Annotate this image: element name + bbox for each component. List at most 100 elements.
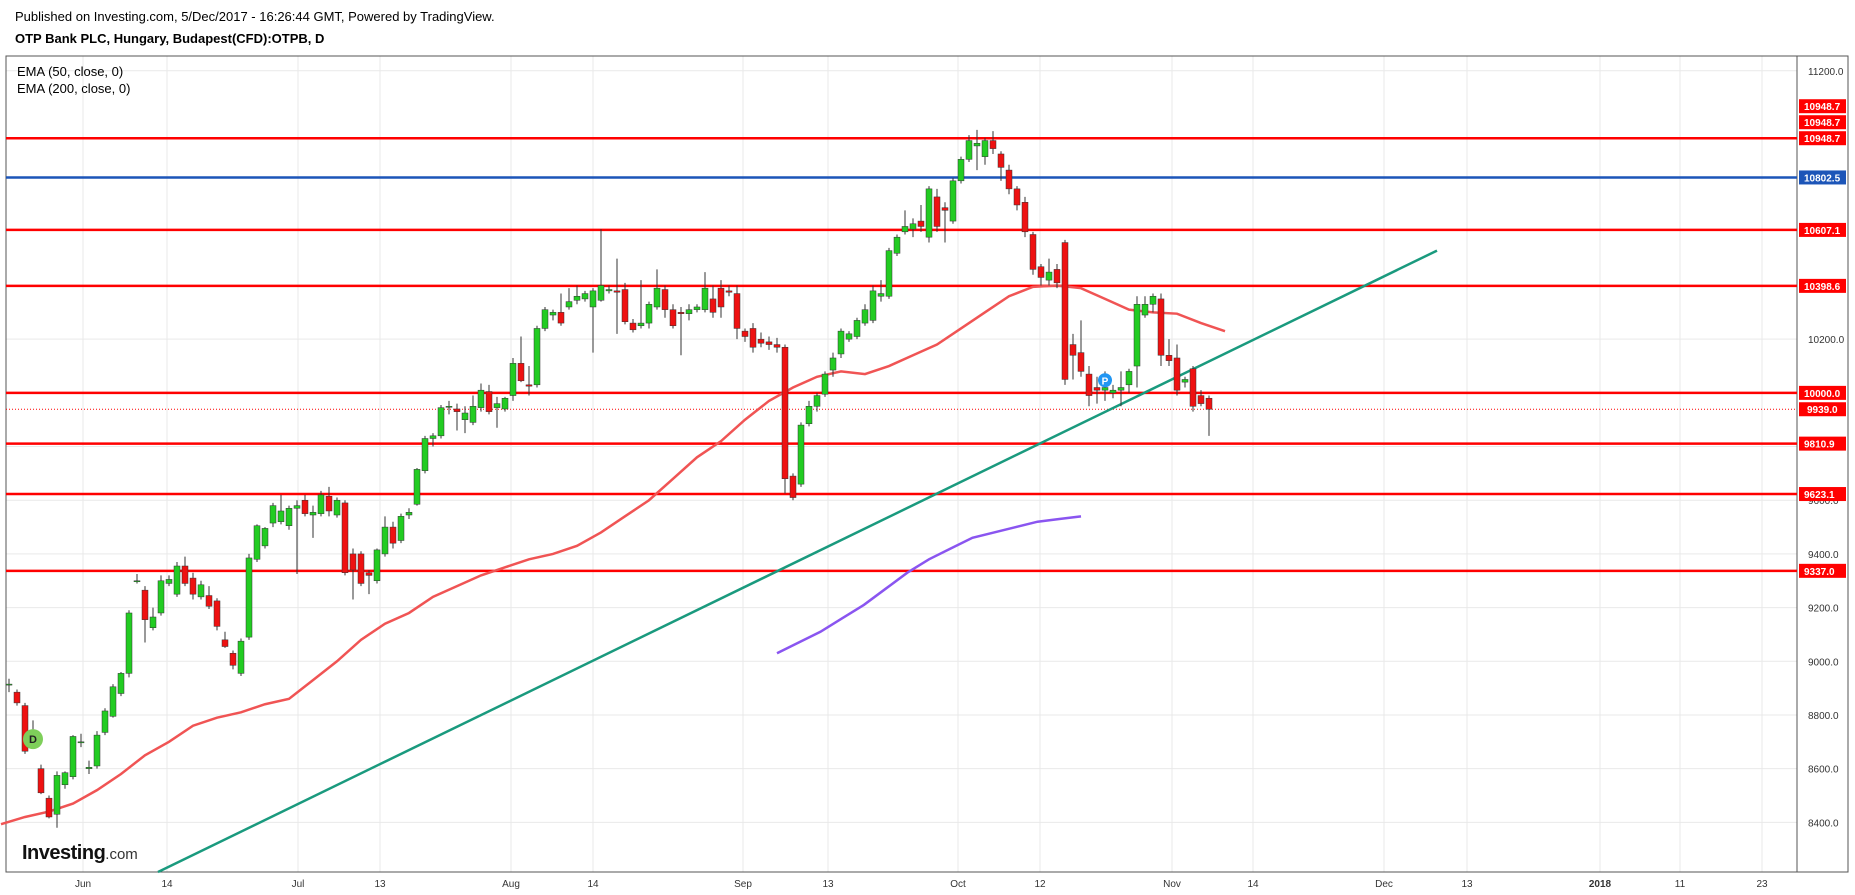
candle[interactable] [1037, 264, 1045, 286]
candle[interactable] [373, 548, 381, 584]
candle[interactable] [389, 521, 397, 549]
candle[interactable] [253, 524, 261, 562]
candle[interactable] [797, 422, 805, 487]
candle[interactable] [37, 764, 45, 795]
candle[interactable] [413, 468, 421, 506]
candle[interactable] [525, 366, 533, 396]
candle[interactable] [501, 396, 509, 412]
candle[interactable] [597, 229, 605, 302]
candle[interactable] [205, 586, 213, 609]
candle[interactable] [1197, 390, 1205, 407]
candle[interactable] [429, 433, 437, 447]
candle[interactable] [93, 731, 101, 769]
candle[interactable] [1013, 186, 1021, 211]
candle[interactable] [325, 486, 333, 517]
candle[interactable] [477, 383, 485, 412]
candle[interactable] [181, 556, 189, 587]
candle[interactable] [757, 332, 765, 348]
candle[interactable] [149, 607, 157, 631]
candle[interactable] [349, 548, 357, 600]
candle[interactable] [1061, 239, 1069, 385]
candle[interactable] [1045, 258, 1053, 286]
candle[interactable] [357, 551, 365, 587]
candle[interactable] [701, 272, 709, 313]
candle[interactable] [21, 702, 29, 754]
candle[interactable] [973, 129, 981, 171]
candle[interactable] [589, 288, 597, 353]
candle[interactable] [845, 331, 853, 342]
candle[interactable] [301, 494, 309, 517]
candle[interactable] [613, 258, 621, 334]
candle[interactable] [229, 650, 237, 670]
candle[interactable] [645, 301, 653, 329]
candle[interactable] [173, 561, 181, 597]
candle[interactable] [789, 473, 797, 501]
candle[interactable] [605, 285, 613, 294]
candle[interactable] [13, 689, 21, 706]
candle[interactable] [741, 328, 749, 342]
candle[interactable] [365, 570, 373, 595]
candle[interactable] [469, 395, 477, 426]
candle[interactable] [517, 336, 525, 383]
candle[interactable] [125, 610, 133, 678]
candle[interactable] [917, 204, 925, 232]
candle[interactable] [485, 384, 493, 415]
candle[interactable] [69, 735, 77, 780]
candle[interactable] [245, 553, 253, 640]
candle[interactable] [1069, 333, 1077, 380]
candle[interactable] [421, 435, 429, 474]
candle[interactable] [989, 131, 997, 154]
candle[interactable] [733, 285, 741, 340]
candle[interactable] [629, 319, 637, 333]
candle[interactable] [573, 285, 581, 305]
candle[interactable] [1021, 196, 1029, 238]
indicator-ema200[interactable]: EMA (200, close, 0) [17, 81, 131, 96]
candle[interactable] [1173, 344, 1181, 396]
candle[interactable] [669, 304, 677, 329]
candle[interactable] [565, 288, 573, 310]
candle[interactable] [677, 306, 685, 356]
candle[interactable] [309, 505, 317, 538]
trend-line[interactable] [157, 249, 1438, 874]
ema50-line[interactable] [0, 284, 1226, 826]
candle[interactable] [117, 672, 125, 697]
candle[interactable] [1205, 395, 1213, 436]
candle[interactable] [109, 684, 117, 718]
candle[interactable] [581, 290, 589, 302]
candle[interactable] [277, 494, 285, 525]
candle[interactable] [949, 178, 957, 224]
candle[interactable] [1117, 371, 1125, 407]
candle[interactable] [5, 678, 13, 693]
candle[interactable] [693, 304, 701, 313]
candle[interactable] [1109, 384, 1117, 399]
candle[interactable] [981, 137, 989, 165]
candle[interactable] [781, 344, 789, 494]
candle[interactable] [1149, 293, 1157, 313]
candle[interactable] [765, 336, 773, 350]
candle[interactable] [333, 497, 341, 518]
candle[interactable] [821, 371, 829, 397]
candle[interactable] [965, 135, 973, 163]
candle[interactable] [805, 400, 813, 427]
candle[interactable] [717, 280, 725, 318]
candle[interactable] [829, 352, 837, 377]
candle[interactable] [221, 631, 229, 648]
candle[interactable] [957, 156, 965, 184]
candle[interactable] [637, 280, 645, 329]
candle[interactable] [909, 218, 917, 238]
candle[interactable] [861, 304, 869, 326]
candle[interactable] [997, 151, 1005, 181]
candle[interactable] [749, 323, 757, 353]
candle[interactable] [285, 505, 293, 530]
candle[interactable] [133, 574, 141, 584]
candle[interactable] [877, 280, 885, 302]
ema200-line[interactable] [776, 515, 1082, 655]
candle[interactable] [237, 638, 245, 677]
candle[interactable] [101, 708, 109, 736]
candle[interactable] [1125, 368, 1133, 393]
candle[interactable] [869, 285, 877, 324]
candle[interactable] [45, 795, 53, 819]
candle[interactable] [165, 575, 173, 587]
candle[interactable] [509, 357, 517, 401]
